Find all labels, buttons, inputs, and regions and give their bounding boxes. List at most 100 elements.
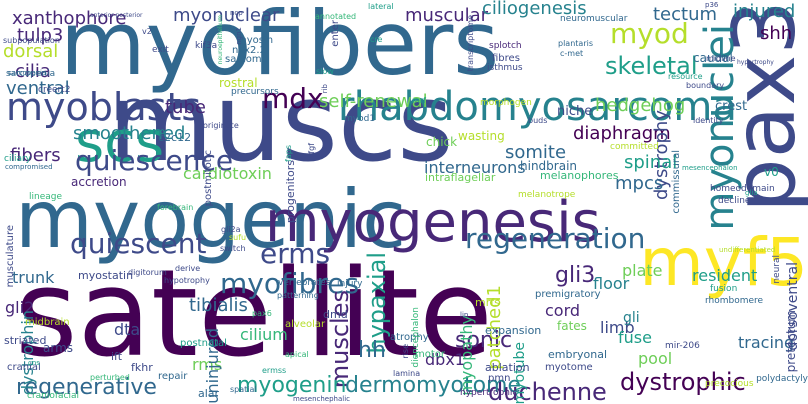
cloud-word: myogenic — [15, 173, 407, 266]
cloud-word: craniofacial — [27, 391, 80, 401]
cloud-word: derive — [175, 264, 201, 273]
cloud-word: rms — [192, 355, 223, 374]
cloud-word: gli — [623, 310, 640, 326]
cloud-word: quiescent — [70, 227, 207, 260]
cloud-word: tectum — [653, 4, 718, 25]
cloud-word: injured — [733, 1, 796, 22]
cloud-word: buds — [528, 116, 548, 125]
cloud-word: decline — [718, 196, 751, 206]
cloud-word: dorsal — [3, 41, 59, 62]
cloud-word: compromised — [5, 163, 53, 171]
cloud-word: myogenesis — [265, 190, 601, 255]
cloud-word: ventral — [6, 78, 70, 99]
cloud-word: hypertrophic — [460, 388, 518, 398]
cloud-word: identity — [693, 116, 724, 125]
cloud-word: somite — [505, 142, 567, 163]
cloud-word: lineage — [29, 192, 63, 202]
cloud-word: dbx1 — [425, 350, 465, 369]
cloud-word: expansion — [485, 324, 542, 337]
cloud-word: cilium — [240, 325, 288, 344]
cloud-word: mrf — [412, 96, 426, 105]
cloud-word: shh — [760, 23, 793, 44]
cloud-word: wasting — [458, 129, 505, 143]
cloud-word: dta — [114, 320, 141, 339]
cloud-word: sarcopenia — [6, 69, 56, 79]
cloud-word: dermomyotome — [345, 373, 522, 398]
cloud-word: vertebrates — [278, 278, 331, 288]
cloud-word: ngn1 — [235, 27, 243, 45]
cloud-word: caudal — [693, 51, 733, 65]
cloud-word: arms — [43, 341, 74, 355]
cloud-word: gli3 — [555, 263, 596, 288]
cloud-word: myofibers — [60, 0, 500, 95]
cloud-word: homeodomain — [710, 184, 775, 194]
cloud-word: ciliogenesis — [482, 0, 587, 19]
cloud-word: kif3a — [195, 41, 218, 51]
cloud-word: resident — [692, 266, 758, 285]
cloud-word: striated — [4, 334, 47, 347]
cloud-word: ift — [111, 350, 123, 363]
cloud-word: mrfs — [475, 296, 500, 309]
cloud-word: patterning — [277, 291, 319, 300]
cloud-word: fibers — [10, 145, 61, 166]
cloud-word: alveolar — [285, 319, 326, 330]
cloud-word: quiescence — [75, 144, 234, 177]
cloud-word: hh — [358, 338, 386, 363]
cloud-word: repair — [158, 371, 188, 382]
cloud-word: embryonal — [548, 348, 607, 361]
cloud-word: fgf — [307, 143, 316, 154]
cloud-word: injury — [337, 279, 363, 289]
cloud-word: sarcopenia — [8, 69, 47, 77]
cloud-word: cardiotoxin — [183, 164, 272, 183]
cloud-word: resource — [668, 72, 703, 81]
cloud-word: melanotrope — [518, 190, 576, 200]
cloud-word: sonic — [455, 328, 513, 353]
cloud-word: xanthophore — [12, 8, 127, 29]
cloud-word: smo — [148, 127, 165, 136]
cloud-word: polydactyly — [756, 374, 808, 384]
cloud-word: diencephalon — [411, 307, 421, 368]
cloud-word: hindbrain — [520, 159, 578, 173]
cloud-word: perturbed — [90, 373, 130, 382]
cloud-word: melanophores — [540, 169, 619, 182]
cloud-word: fusion — [710, 284, 738, 294]
cloud-word: transcriptome — [466, 15, 475, 72]
cloud-word: regeneration — [465, 222, 646, 255]
cloud-word: spatial — [230, 385, 257, 394]
cloud-word: fuse — [618, 328, 652, 347]
cloud-word: rostral — [219, 76, 258, 90]
cloud-word: hypotrophy — [164, 276, 210, 285]
cloud-word: plate — [622, 261, 663, 280]
cloud-word: myogenin — [237, 373, 347, 398]
cloud-word: postmitotic — [203, 150, 214, 207]
cloud-word: floor — [593, 274, 630, 293]
cloud-word: originate — [203, 121, 239, 130]
cloud-word: lateral — [368, 2, 394, 11]
cloud-word: tibialis — [189, 295, 248, 316]
cloud-word: sufu — [229, 233, 247, 242]
cloud-word: premigratory — [535, 289, 601, 300]
cloud-word: neuromuscular — [560, 14, 628, 24]
cloud-word: fibres — [492, 53, 520, 64]
cloud-word: dorsoventral — [785, 262, 801, 351]
cloud-word: anterior-posterior — [90, 12, 143, 19]
cloud-word: pax6 — [252, 309, 272, 318]
cloud-word: cranial — [7, 362, 41, 373]
cloud-word: isthmus — [487, 63, 523, 73]
cloud-word: mdx — [262, 82, 324, 115]
cloud-word: limb — [600, 318, 635, 337]
cloud-word: annotated — [315, 12, 357, 21]
cloud-word: switch — [220, 244, 246, 253]
cloud-word: tracing — [738, 333, 795, 352]
cloud-word: rib — [321, 84, 329, 94]
cloud-word: sarcoma — [225, 54, 268, 65]
cloud-word: myosin — [237, 35, 274, 46]
cloud-word: crest — [715, 99, 748, 114]
cloud-word: mesenchephalic — [293, 395, 351, 403]
cloud-word: muscular — [405, 5, 489, 26]
cloud-word: neuroepithelium — [217, 15, 224, 65]
cloud-word: splotch — [489, 41, 522, 51]
cloud-word: ciliary — [4, 154, 31, 164]
cloud-word: skeletal — [605, 52, 698, 80]
cloud-word: digitorum — [128, 268, 167, 277]
